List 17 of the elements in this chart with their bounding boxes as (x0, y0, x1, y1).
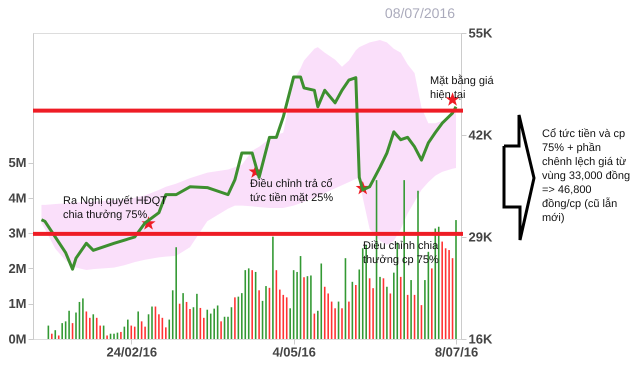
y2-tick-label: 55K (468, 26, 493, 40)
text: Cổ tức tiền và cp 75% + phần chênh lệch giá từ vùng 33,000 đồng => 46,800 đồng/cp (cũ lẫn mới) (542, 128, 630, 224)
y-tick-label: 3M (8, 226, 26, 241)
y-tick-label: 5M (8, 155, 26, 170)
y2-tick-label: 16K (468, 332, 493, 346)
x-tick-label: 24/02/16 (106, 344, 158, 360)
x-tick-label: 8/07/16 (434, 344, 478, 360)
y-tick-label: 2M (8, 260, 26, 276)
annotation: Mặt bằng giá hiện tại (430, 74, 494, 101)
y2-tick-label: 29K (468, 230, 493, 244)
y2-tick-label: 42K (468, 128, 493, 142)
y-tick-label: 4M (8, 190, 26, 206)
x-tick-label: 4/05/16 (272, 344, 316, 360)
y-tick-label: 0M (8, 332, 26, 346)
y-tick-label: 1M (8, 296, 26, 312)
text: 08/07/2016 (384, 5, 456, 21)
annotation: Điều chỉnh trả cổ tức tiền mặt 25% (250, 178, 334, 204)
